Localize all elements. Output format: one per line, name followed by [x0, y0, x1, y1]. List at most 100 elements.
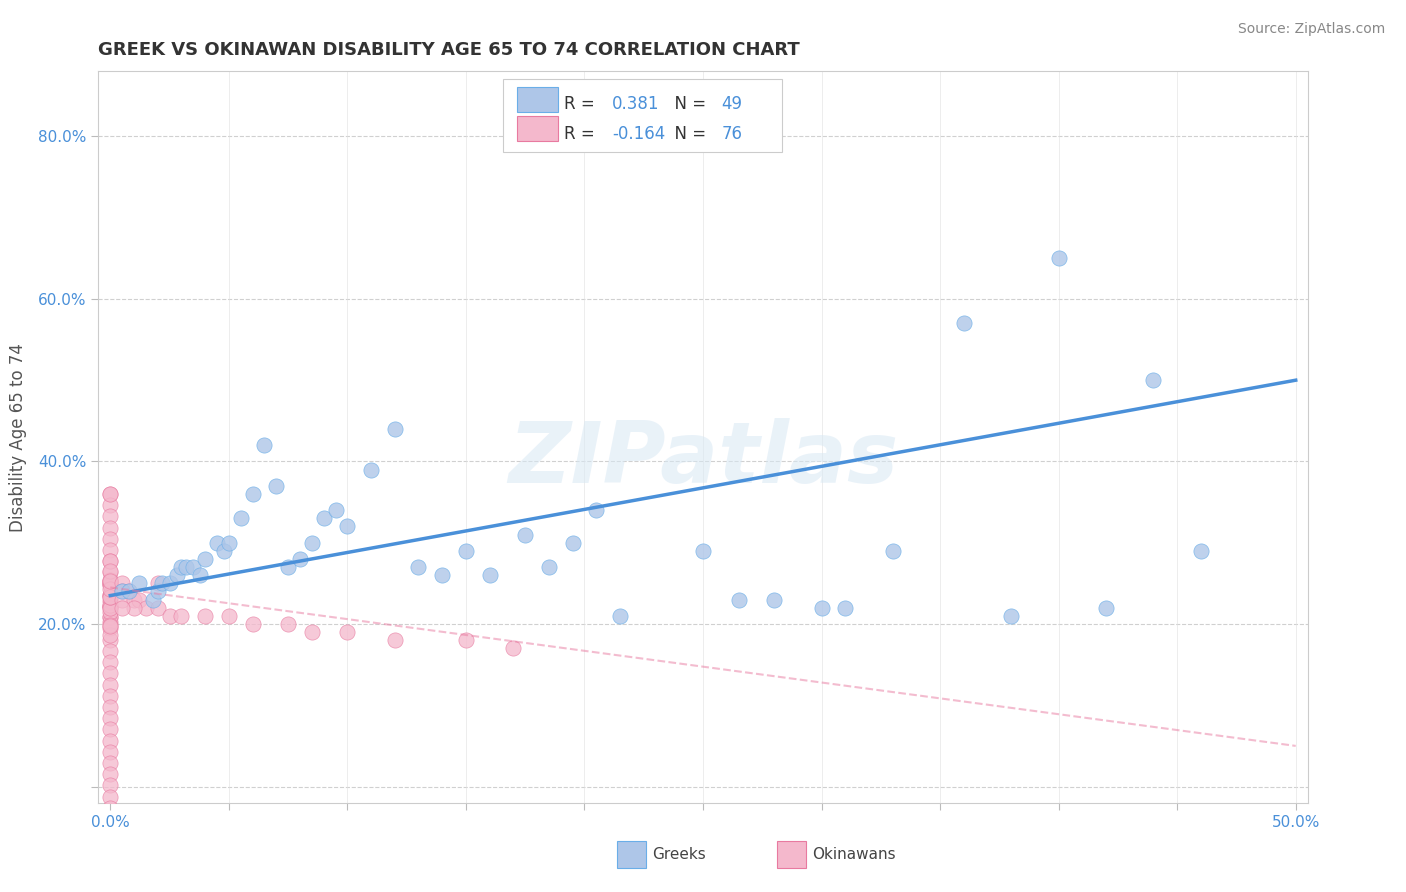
Point [1095, 600, 1118, 615]
Text: 49: 49 [721, 95, 742, 113]
Point [98, 498, 121, 512]
Point [194, 552, 217, 566]
Point [98, 577, 121, 591]
Point [478, 568, 501, 582]
Point [98, 599, 121, 613]
Point [432, 568, 454, 582]
Point [98, 574, 121, 588]
Point [122, 592, 145, 607]
Point [98, 601, 121, 615]
Point [98, 599, 121, 613]
FancyBboxPatch shape [617, 841, 647, 868]
Point [194, 608, 217, 623]
Point [98, 666, 121, 681]
Point [325, 503, 347, 517]
Point [408, 560, 430, 574]
Point [98, 622, 121, 636]
Point [242, 617, 264, 632]
Point [834, 600, 856, 615]
Point [98, 543, 121, 558]
Point [111, 584, 134, 599]
Y-axis label: Disability Age 65 to 74: Disability Age 65 to 74 [8, 343, 27, 532]
Point [98, 677, 121, 691]
Point [142, 592, 165, 607]
Point [152, 576, 174, 591]
Point [98, 767, 121, 781]
Point [190, 568, 212, 582]
Point [128, 592, 150, 607]
Point [98, 711, 121, 725]
Point [882, 544, 904, 558]
Point [181, 560, 204, 574]
Point [98, 610, 121, 624]
Point [98, 566, 121, 580]
Point [98, 615, 121, 629]
Point [692, 544, 714, 558]
Point [454, 633, 477, 648]
Point [264, 479, 287, 493]
Point [98, 632, 121, 647]
Text: R =: R = [564, 125, 600, 143]
Point [98, 700, 121, 714]
Point [810, 600, 832, 615]
Text: 0.381: 0.381 [613, 95, 659, 113]
Point [242, 487, 264, 501]
Point [360, 462, 382, 476]
Point [312, 511, 335, 525]
Point [122, 600, 145, 615]
Point [170, 560, 193, 574]
Point [98, 610, 121, 624]
Point [301, 535, 323, 549]
Point [98, 590, 121, 604]
Point [218, 535, 240, 549]
Point [98, 574, 121, 589]
Point [98, 655, 121, 669]
Text: Source: ZipAtlas.com: Source: ZipAtlas.com [1237, 22, 1385, 37]
Point [98, 779, 121, 793]
Point [98, 520, 121, 534]
Point [98, 588, 121, 602]
Point [218, 608, 240, 623]
Point [98, 723, 121, 737]
Point [98, 574, 121, 589]
Point [159, 576, 181, 591]
Point [128, 576, 150, 591]
Point [98, 606, 121, 620]
Point [98, 644, 121, 658]
Point [288, 552, 311, 566]
Point [301, 625, 323, 640]
Point [98, 801, 121, 815]
Point [98, 532, 121, 546]
Point [98, 689, 121, 703]
Point [98, 618, 121, 632]
Text: GREEK VS OKINAWAN DISABILITY AGE 65 TO 74 CORRELATION CHART: GREEK VS OKINAWAN DISABILITY AGE 65 TO 7… [98, 41, 800, 59]
Point [111, 592, 134, 607]
Text: N =: N = [664, 95, 711, 113]
FancyBboxPatch shape [517, 87, 558, 112]
Point [537, 560, 560, 574]
Point [515, 527, 537, 541]
Point [212, 544, 235, 558]
Point [609, 608, 631, 623]
Point [135, 600, 157, 615]
Point [454, 544, 477, 558]
Point [229, 511, 252, 525]
Point [146, 600, 169, 615]
Point [98, 576, 121, 591]
Text: Okinawans: Okinawans [811, 847, 896, 863]
FancyBboxPatch shape [517, 116, 558, 141]
Text: N =: N = [664, 125, 711, 143]
Point [98, 756, 121, 770]
Point [159, 608, 181, 623]
Point [98, 619, 121, 633]
Point [98, 812, 121, 826]
Point [336, 519, 359, 533]
Point [98, 487, 121, 501]
Point [253, 438, 276, 452]
Point [277, 560, 299, 574]
Point [98, 509, 121, 524]
Point [98, 589, 121, 603]
Point [98, 576, 121, 591]
Point [384, 633, 406, 648]
Point [98, 574, 121, 588]
